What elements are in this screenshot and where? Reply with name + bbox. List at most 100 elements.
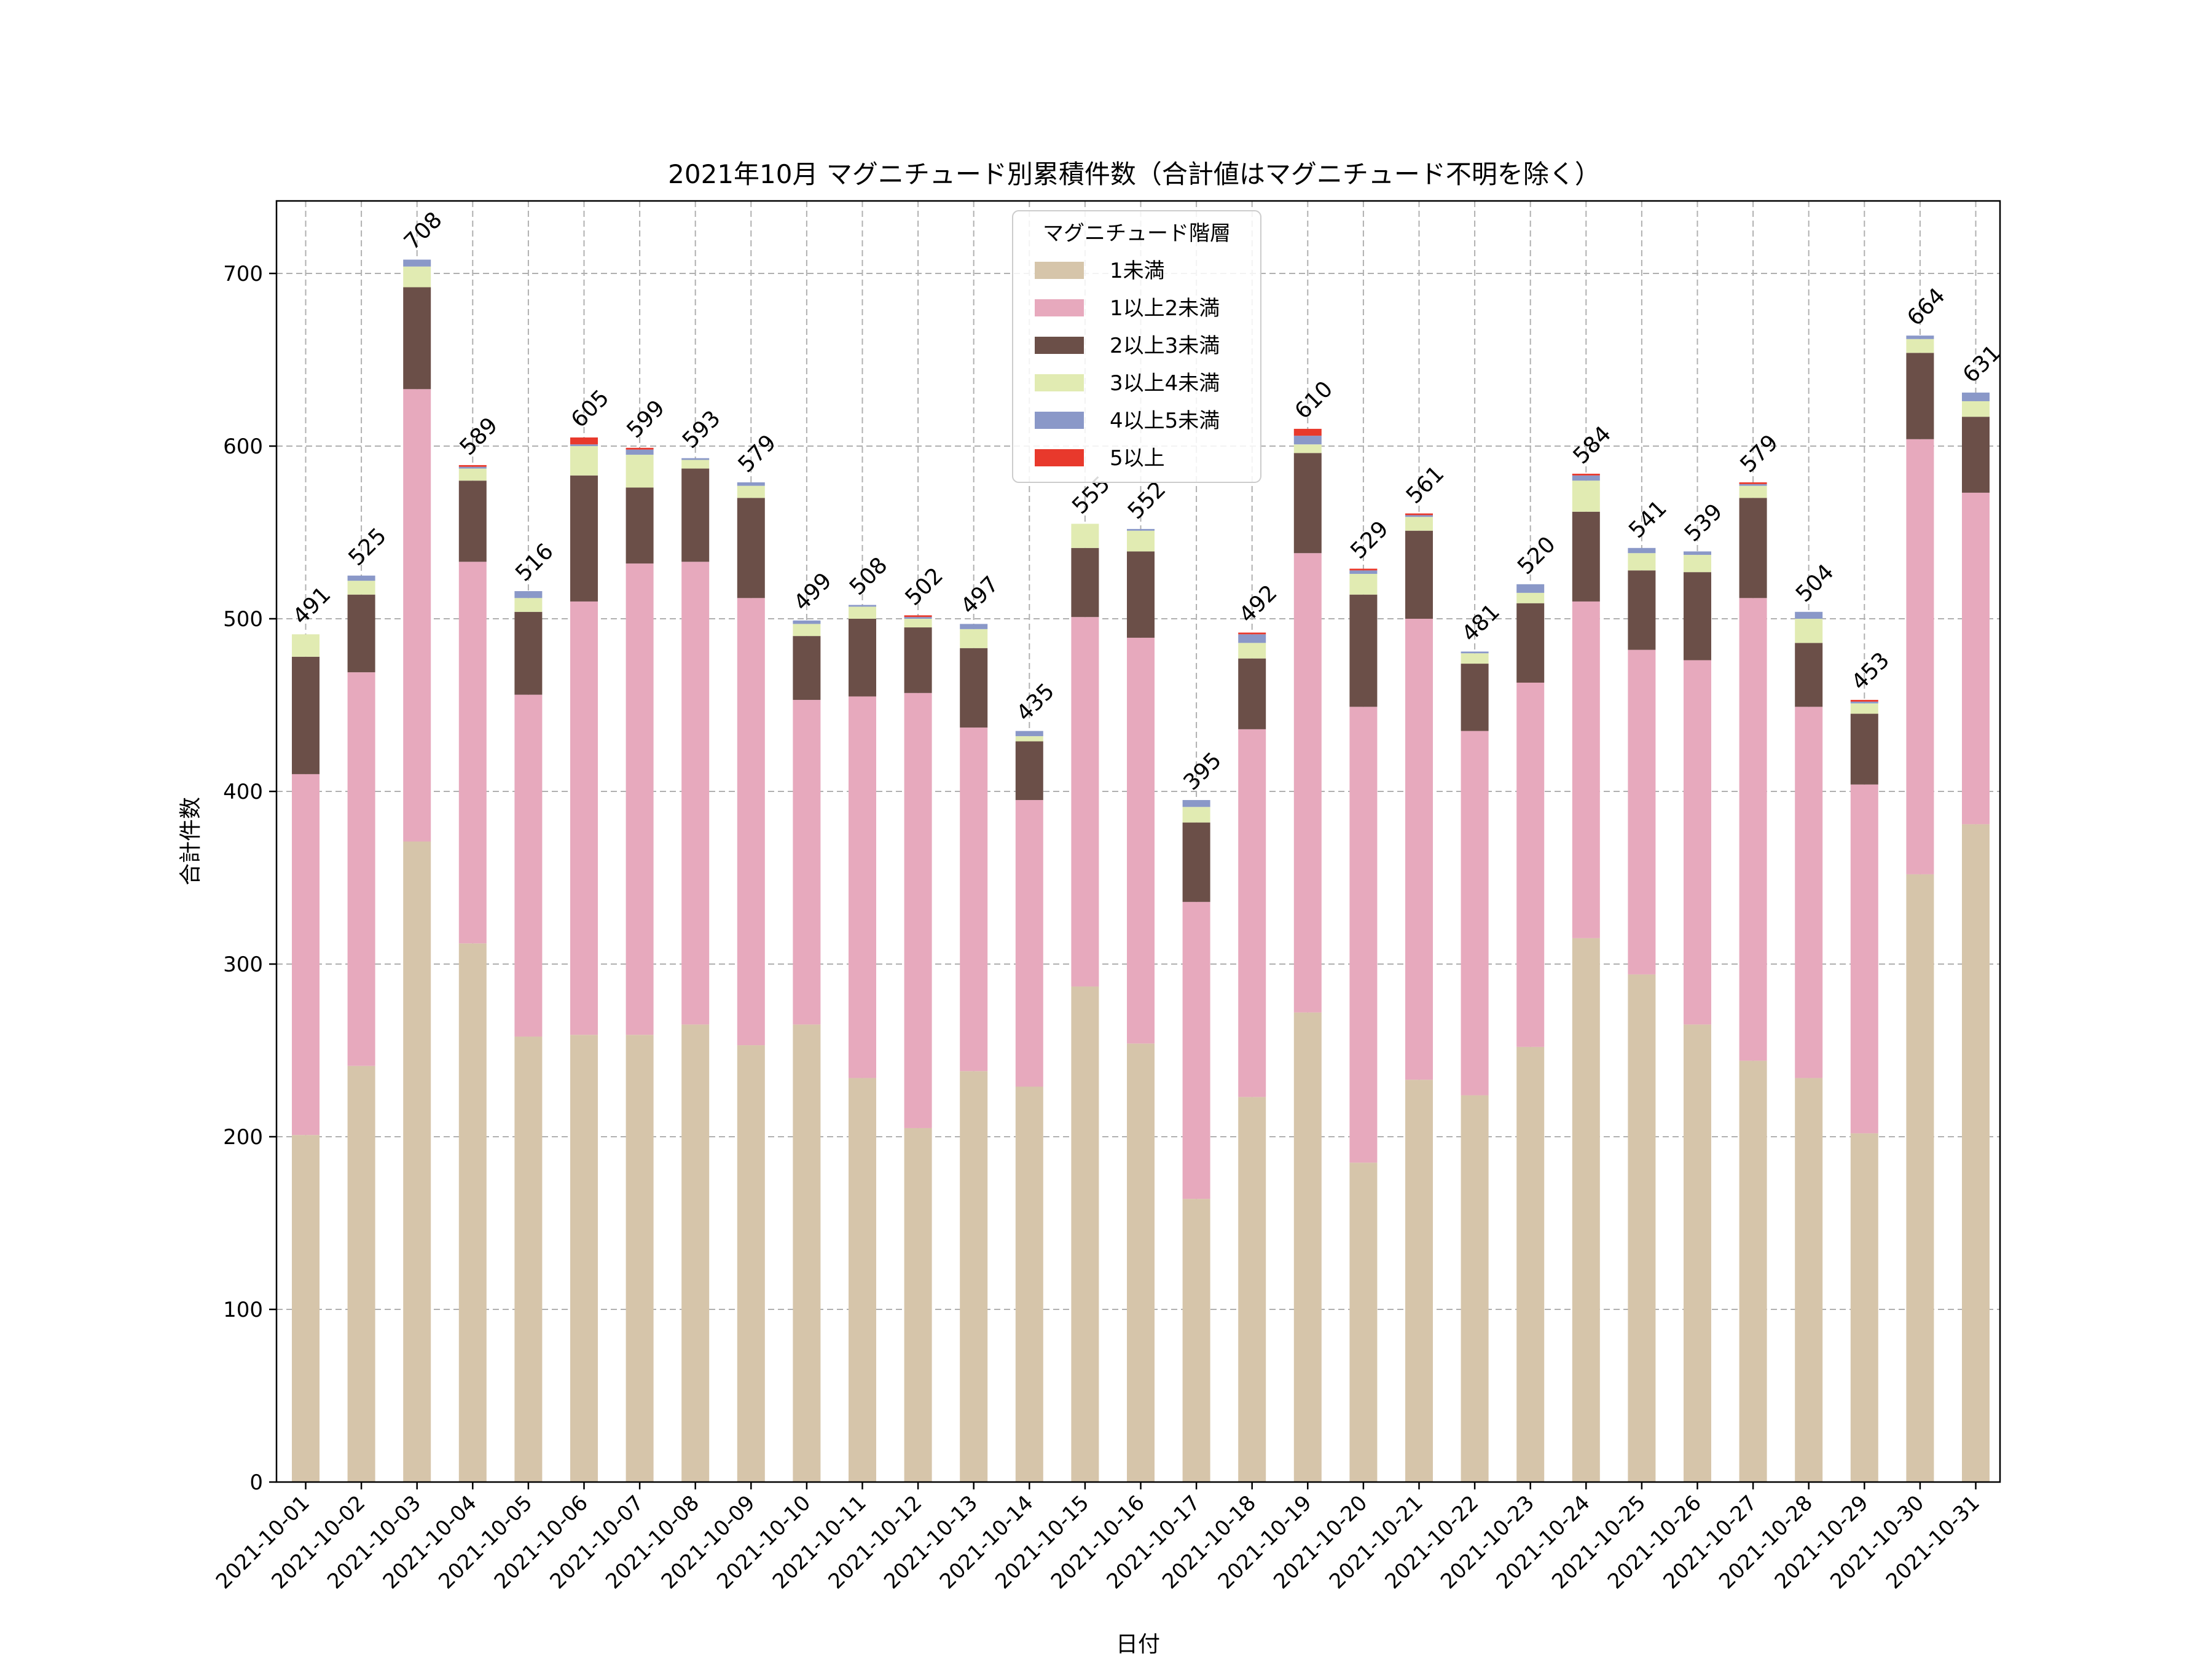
legend-entry: 3以上4未満 [1110, 371, 1220, 396]
y-axis-label: 合計件数 [178, 797, 203, 885]
bar-segment [1293, 444, 1322, 453]
bar-segment [1405, 530, 1433, 619]
bar-segment [1684, 1024, 1711, 1482]
bar-segment [1850, 700, 1878, 702]
bar-segment [1684, 660, 1711, 1025]
bar-segment [1238, 658, 1266, 729]
bar-segment [737, 498, 765, 598]
y-tick-label: 700 [223, 262, 263, 286]
bar-segment [570, 601, 598, 1035]
bar-segment [1516, 682, 1545, 1047]
y-axis: 0 100 200 300 400 500 600 700 [223, 262, 276, 1495]
bar-segment [1739, 598, 1767, 1061]
bar-segment [904, 1128, 932, 1482]
bar-segment [570, 437, 598, 445]
bar-segment [849, 606, 876, 619]
y-tick-label: 600 [223, 434, 263, 459]
bar-segment [1349, 573, 1378, 595]
bar-segment [904, 619, 932, 628]
bar-segment [403, 266, 431, 288]
bar-segment [1461, 731, 1489, 1096]
bar-segment [570, 446, 598, 476]
bar-segment [403, 389, 431, 842]
bar-segment [1349, 594, 1378, 707]
bar-segment [1962, 392, 1990, 401]
bar-segment [1906, 353, 1934, 439]
bar-segment [1850, 703, 1878, 714]
bar-segment [1739, 482, 1767, 484]
y-tick-label: 100 [223, 1298, 263, 1322]
bar-segment [1850, 713, 1878, 785]
bar-segment [1293, 1012, 1322, 1482]
bar-segment [1628, 649, 1656, 975]
y-tick-label: 300 [223, 952, 263, 977]
bar-segment [1684, 555, 1711, 573]
bar-segment [347, 575, 375, 581]
bar-segment [849, 619, 876, 697]
bar-segment [1795, 1078, 1823, 1482]
bar-segment [403, 259, 431, 267]
bar-segment [1127, 551, 1155, 638]
bar-segment [1850, 1133, 1878, 1482]
bar-segment [737, 1045, 765, 1482]
bar-segment [1071, 986, 1099, 1482]
bar-segment [292, 634, 320, 657]
bar-segment [681, 458, 710, 460]
bar-segment [681, 460, 710, 469]
bar-segment [458, 480, 487, 562]
bar-segment [1962, 401, 1990, 417]
bar-segment [1628, 570, 1656, 650]
bar-segment [1238, 643, 1266, 659]
bar-segment [1516, 603, 1545, 683]
bar-segment [1405, 1080, 1433, 1482]
bar-segment [849, 696, 876, 1078]
bar-segment [570, 475, 598, 602]
bar-segment [292, 656, 320, 774]
bar-segment [960, 648, 988, 728]
bar-segment [904, 615, 932, 618]
bar-segment [1572, 601, 1600, 938]
bar-segment [1906, 339, 1934, 353]
legend-swatch [1035, 374, 1084, 391]
bar-segment [458, 468, 487, 481]
bar-segment [1015, 736, 1043, 742]
bar-segment [1293, 453, 1322, 554]
bar-segment [960, 728, 988, 1072]
bar-segment [1739, 484, 1767, 486]
bar-segment [1238, 1097, 1266, 1482]
bars [292, 259, 1990, 1482]
bar-segment [1461, 653, 1489, 664]
bar-segment [849, 605, 876, 607]
bar-segment [514, 611, 543, 695]
bar-segment [1684, 572, 1711, 661]
plot-area-frame [275, 200, 2001, 1483]
legend-entry: 1未満 [1110, 259, 1165, 283]
bar-segment [1795, 643, 1823, 707]
bar-segment [904, 617, 932, 619]
y-tick-label: 500 [223, 607, 263, 632]
bar-segment [458, 465, 487, 467]
bar-segment [1127, 1043, 1155, 1482]
bar-segment [1572, 938, 1600, 1482]
bar-segment [1795, 619, 1823, 643]
bar-segment [626, 563, 654, 1035]
bar-segment [793, 636, 821, 700]
y-tick-label: 200 [223, 1125, 263, 1150]
bar-segment [1795, 611, 1823, 619]
bar-segment [793, 1024, 821, 1482]
bar-segment [1015, 741, 1043, 801]
bar-segment [458, 466, 487, 469]
bar-segment [1349, 568, 1378, 571]
bar-segment [1182, 822, 1210, 902]
bar-segment [1182, 807, 1210, 823]
bar-segment [626, 487, 654, 564]
legend-swatch [1035, 449, 1084, 466]
bar-segment [1516, 592, 1545, 603]
bar-segment [1405, 619, 1433, 1080]
bar-segment [960, 629, 988, 648]
bar-segment [1127, 637, 1155, 1044]
bar-segment [1349, 1163, 1378, 1482]
bar-segment [1182, 901, 1210, 1199]
bar-segment [1182, 1199, 1210, 1482]
bar-segment [737, 598, 765, 1046]
